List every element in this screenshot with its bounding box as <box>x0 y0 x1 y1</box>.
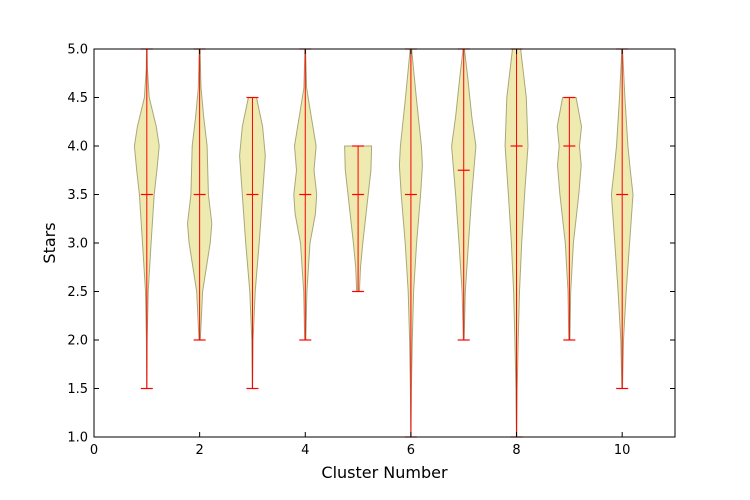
plot-frame <box>93 48 676 438</box>
y-axis-ticks: 1.0 1.5 2.0 2.5 3.0 3.5 4.0 4.5 5.0 <box>67 43 675 446</box>
y-tick-label: 3.0 <box>67 237 88 252</box>
y-axis-label: Stars <box>40 222 59 263</box>
y-tick-label: 3.5 <box>67 188 88 203</box>
y-tick-label: 5.0 <box>67 43 88 58</box>
violin-bodies <box>133 48 634 438</box>
x-tick-label: 2 <box>195 443 203 458</box>
x-tick-label: 8 <box>512 443 520 458</box>
x-axis-label: Cluster Number <box>321 463 448 482</box>
x-tick-label: 6 <box>407 443 415 458</box>
violin-whiskers <box>140 48 629 438</box>
y-tick-label: 1.5 <box>67 382 88 397</box>
y-tick-label: 2.5 <box>67 285 88 300</box>
y-tick-label: 1.0 <box>67 431 88 446</box>
y-tick-label: 4.5 <box>67 91 88 106</box>
x-tick-label: 10 <box>614 443 631 458</box>
x-axis-ticks: 0 2 4 6 8 10 <box>90 49 631 458</box>
y-tick-label: 2.0 <box>67 334 88 349</box>
y-tick-label: 4.0 <box>67 140 88 155</box>
x-tick-label: 0 <box>90 443 98 458</box>
x-tick-label: 4 <box>301 443 309 458</box>
